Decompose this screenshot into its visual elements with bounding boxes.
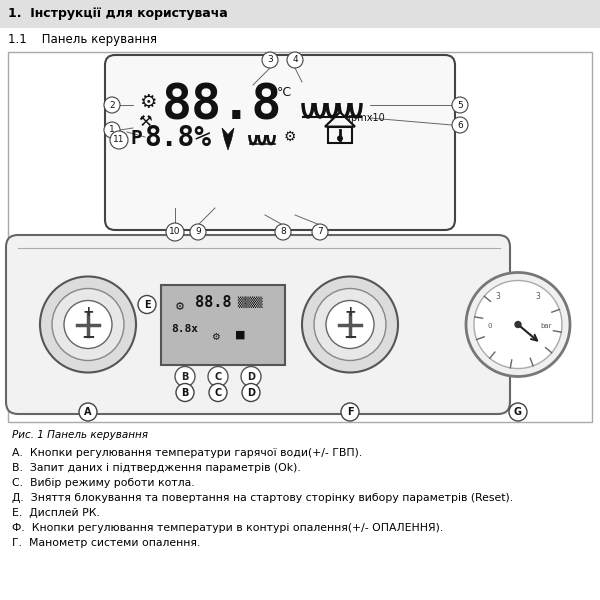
Text: 8: 8	[280, 227, 286, 236]
Text: ⚙: ⚙	[284, 130, 296, 144]
Circle shape	[302, 277, 398, 373]
Text: С.  Вибір режиму роботи котла.: С. Вибір режиму роботи котла.	[12, 478, 194, 488]
Polygon shape	[325, 112, 355, 127]
Text: ⚙: ⚙	[139, 94, 157, 113]
Text: D: D	[247, 388, 255, 397]
Text: ⚒: ⚒	[138, 115, 152, 130]
Text: +: +	[82, 305, 94, 319]
Text: 5: 5	[457, 100, 463, 109]
Text: Е.  Дисплей РК.: Е. Дисплей РК.	[12, 508, 100, 518]
Text: 1.  Інструкції для користувача: 1. Інструкції для користувача	[8, 7, 228, 20]
Circle shape	[515, 322, 521, 328]
Circle shape	[138, 295, 156, 313]
Circle shape	[474, 280, 562, 368]
Text: rpmx10: rpmx10	[347, 113, 385, 123]
Circle shape	[452, 97, 468, 113]
Text: 1: 1	[109, 125, 115, 134]
Text: Д.  Зняття блокування та повертання на стартову сторінку вибору параметрів (Rese: Д. Зняття блокування та повертання на ст…	[12, 493, 513, 503]
Text: 3: 3	[267, 55, 273, 64]
Text: 88.8: 88.8	[195, 295, 231, 310]
FancyBboxPatch shape	[8, 52, 592, 422]
Text: Рис. 1 Панель керування: Рис. 1 Панель керування	[12, 430, 148, 440]
Text: F: F	[347, 407, 353, 417]
Circle shape	[314, 289, 386, 361]
FancyBboxPatch shape	[161, 284, 285, 364]
FancyBboxPatch shape	[105, 55, 455, 230]
Circle shape	[110, 131, 128, 149]
Text: C: C	[214, 388, 221, 397]
FancyBboxPatch shape	[0, 0, 600, 28]
Text: 3: 3	[496, 292, 500, 301]
FancyBboxPatch shape	[6, 235, 510, 414]
Text: +: +	[344, 305, 356, 319]
Circle shape	[175, 367, 195, 386]
Circle shape	[64, 301, 112, 349]
Polygon shape	[222, 128, 234, 150]
Circle shape	[208, 367, 228, 386]
Text: 0: 0	[488, 323, 492, 329]
Text: A: A	[84, 407, 92, 417]
FancyBboxPatch shape	[328, 127, 352, 143]
Circle shape	[166, 223, 184, 241]
Text: P: P	[130, 128, 142, 148]
Text: В.  Запит даних і підтвердження параметрів (Ok).: В. Запит даних і підтвердження параметрі…	[12, 463, 301, 473]
Text: 8.8x: 8.8x	[172, 323, 199, 334]
Circle shape	[241, 367, 261, 386]
Circle shape	[509, 403, 527, 421]
Text: E: E	[143, 299, 151, 310]
Text: 1.1    Панель керування: 1.1 Панель керування	[8, 34, 157, 46]
Text: 11: 11	[113, 136, 125, 145]
Text: 88.8: 88.8	[162, 81, 282, 129]
Text: 4: 4	[292, 55, 298, 64]
Circle shape	[312, 224, 328, 240]
Circle shape	[452, 117, 468, 133]
Text: 10: 10	[169, 227, 181, 236]
Circle shape	[466, 272, 570, 377]
Circle shape	[341, 403, 359, 421]
Text: B: B	[181, 388, 188, 397]
Circle shape	[190, 224, 206, 240]
Circle shape	[176, 383, 194, 401]
Text: 6: 6	[457, 121, 463, 130]
Text: Ф.  Кнопки регулювання температури в контурі опалення(+/- ОПАЛЕННЯ).: Ф. Кнопки регулювання температури в конт…	[12, 523, 443, 533]
Text: 8.8%: 8.8%	[145, 124, 212, 152]
Text: D: D	[247, 371, 255, 382]
Circle shape	[275, 224, 291, 240]
Text: −: −	[343, 328, 357, 346]
Circle shape	[104, 122, 120, 138]
Circle shape	[52, 289, 124, 361]
Text: 3: 3	[536, 292, 541, 301]
Circle shape	[209, 383, 227, 401]
Circle shape	[40, 277, 136, 373]
Text: C: C	[214, 371, 221, 382]
Text: ■: ■	[235, 329, 245, 340]
Text: °C: °C	[277, 85, 292, 98]
Circle shape	[337, 136, 343, 142]
Text: B: B	[181, 371, 188, 382]
Circle shape	[79, 403, 97, 421]
Circle shape	[242, 383, 260, 401]
Text: 9: 9	[195, 227, 201, 236]
Circle shape	[287, 52, 303, 68]
Text: G: G	[514, 407, 522, 417]
Circle shape	[326, 301, 374, 349]
Text: 2: 2	[109, 100, 115, 109]
Text: 7: 7	[317, 227, 323, 236]
Text: ⚙: ⚙	[211, 331, 220, 341]
Text: bar: bar	[540, 323, 552, 329]
Circle shape	[262, 52, 278, 68]
Text: Г.  Манометр системи опалення.: Г. Манометр системи опалення.	[12, 538, 200, 548]
Text: ⚙: ⚙	[175, 301, 185, 311]
Text: А.  Кнопки регулювання температури гарячої води(+/- ГВП).: А. Кнопки регулювання температури гарячо…	[12, 448, 362, 458]
Circle shape	[104, 97, 120, 113]
Text: ▒▒▒: ▒▒▒	[237, 297, 263, 308]
Text: −: −	[81, 328, 95, 346]
